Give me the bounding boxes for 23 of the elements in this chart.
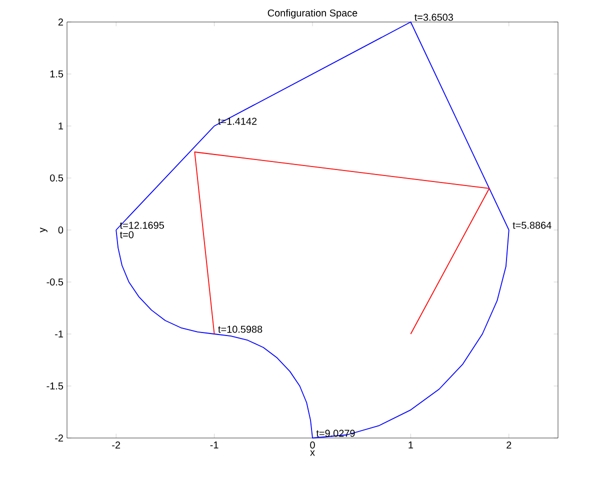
y-tick-label: -0.5 [46,278,64,286]
x-tick-label: -1 [210,442,218,448]
annotation: t=5.8864 [512,222,552,229]
x-axis-title: x [310,450,315,456]
annotation: t=3.6503 [414,14,454,21]
x-tick-label: 0 [310,442,315,449]
x-tick-label: -2 [112,442,120,448]
y-tick-label: 0 [58,226,64,234]
y-tick-label: 1 [58,122,63,130]
y-tick-label: 2 [58,18,63,26]
x-tick-label: 1 [408,442,413,448]
y-tick-label: -2 [55,434,63,442]
annotation: t=12.1695 [120,222,164,229]
y-tick-label: 0.5 [50,174,64,182]
y-axis-title: y [40,228,48,232]
y-tick-label: -1.5 [46,382,64,390]
annotation: t=10.5988 [218,326,262,333]
annotation: t=9.0279 [316,430,355,437]
x-tick-label: 2 [506,442,512,448]
annotation: t=0 [120,231,134,238]
y-tick-label: 1.5 [50,70,64,78]
y-tick-label: -1 [55,330,63,338]
chart-title: Configuration Space [268,9,358,18]
